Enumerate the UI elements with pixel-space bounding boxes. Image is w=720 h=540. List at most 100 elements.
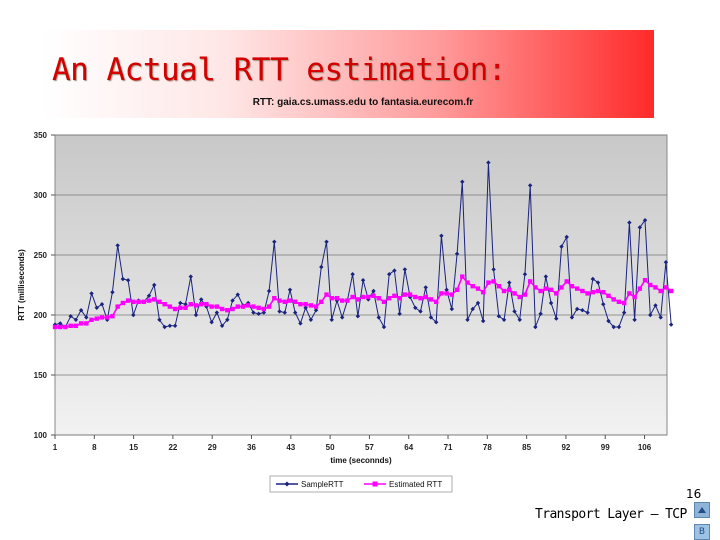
sample-rtt-point [277,309,282,314]
estimated-rtt-point [230,306,235,312]
estimated-rtt-point [115,304,120,309]
sample-rtt-point [574,306,580,312]
sample-rtt-point [298,321,303,326]
sample-rtt-point [339,315,345,320]
sample-rtt-point [329,317,334,322]
x-tick-label: 43 [286,443,295,452]
estimated-rtt-point [350,294,355,300]
sample-rtt-point [235,292,240,297]
estimated-rtt-point [204,302,209,307]
x-tick-label: 15 [129,443,138,452]
estimated-rtt-point [381,299,387,304]
estimated-rtt-point [407,292,413,297]
estimated-rtt-point [554,291,559,296]
estimated-rtt-point [371,293,376,298]
x-tick-label: 22 [168,443,177,452]
estimated-rtt-point [125,298,131,303]
sample-rtt-point [392,268,397,273]
x-tick-label: 106 [638,443,652,452]
sample-rtt-point [418,309,423,314]
sample-rtt-point [152,282,157,288]
estimated-rtt-point [433,299,439,304]
estimated-rtt-point [376,296,381,301]
x-tick-label: 85 [522,443,531,452]
sample-rtt-point [292,310,298,315]
estimated-rtt-point [465,280,470,285]
sample-rtt-point [663,260,669,265]
estimated-rtt-point [261,306,267,312]
estimated-rtt-point [574,286,580,291]
estimated-rtt-point [360,294,366,300]
sample-rtt-point [172,323,178,328]
estimated-rtt-point [256,305,261,310]
estimated-rtt-point [632,294,637,300]
estimated-rtt-point [199,302,204,307]
estimated-rtt-point [402,292,408,297]
sample-rtt-point [501,317,507,322]
estimated-rtt-point [449,292,455,297]
estimated-rtt-point [585,291,590,296]
estimated-rtt-point [178,305,183,310]
estimated-rtt-point [141,299,146,304]
sample-rtt-point [653,303,658,308]
sample-rtt-point [193,312,199,318]
chart-title: RTT: gaia.cs.umass.edu to fantasia.eurec… [0,97,720,108]
estimated-rtt-point [444,291,449,296]
estimated-rtt-point [668,288,674,294]
estimated-rtt-point [303,302,308,307]
sample-rtt-point [178,300,183,306]
x-tick-label: 99 [601,443,610,452]
sample-rtt-point [199,297,204,302]
y-tick-label: 250 [34,251,48,260]
sample-rtt-point [99,302,105,307]
estimated-rtt-point [413,294,418,300]
estimated-rtt-point [94,316,99,321]
sample-rtt-point [78,308,84,313]
estimated-rtt-point [188,302,193,307]
sample-rtt-point [125,278,131,283]
estimated-rtt-point [621,300,627,306]
x-tick-label: 92 [561,443,570,452]
sample-rtt-point [601,302,606,307]
x-tick-label: 71 [444,443,453,452]
sample-rtt-point [538,311,543,316]
estimated-rtt-point [105,315,110,320]
estimated-rtt-point [366,294,371,300]
x-tick-label: 57 [365,443,374,452]
estimated-rtt-point [454,287,460,292]
estimated-rtt-point [214,304,220,309]
x-tick-label: 1 [53,443,58,452]
nav-up-arrow-icon[interactable] [694,502,710,518]
sample-rtt-point [491,267,496,272]
sample-rtt-point [73,317,79,322]
sample-rtt-point [632,317,637,322]
estimated-rtt-point [120,300,126,306]
estimated-rtt-point [84,321,89,326]
sample-rtt-point [517,317,522,322]
estimated-rtt-point [517,294,522,300]
estimated-rtt-point [167,304,173,309]
estimated-rtt-point [313,304,319,309]
nav-b-button[interactable]: B [694,524,710,540]
estimated-rtt-point [277,298,282,303]
sample-rtt-point [522,272,528,277]
sample-rtt-point [256,311,261,316]
sample-rtt-point [94,305,99,310]
sample-rtt-point [376,315,381,320]
sample-rtt-point [423,285,428,290]
estimated-rtt-point [324,292,329,297]
estimated-rtt-point [308,303,314,308]
sample-rtt-point [319,264,324,270]
sample-rtt-point [460,179,465,184]
estimated-rtt-point [663,285,669,290]
y-tick-label: 150 [34,371,48,380]
estimated-rtt-point [491,279,496,284]
x-tick-label: 8 [92,443,97,452]
sample-rtt-point [110,290,115,295]
estimated-rtt-point [637,286,643,291]
estimated-rtt-point [392,293,397,298]
estimated-rtt-point [527,279,533,284]
legend-marker [284,481,290,487]
sample-rtt-point [308,317,314,322]
x-tick-label: 64 [404,443,413,452]
